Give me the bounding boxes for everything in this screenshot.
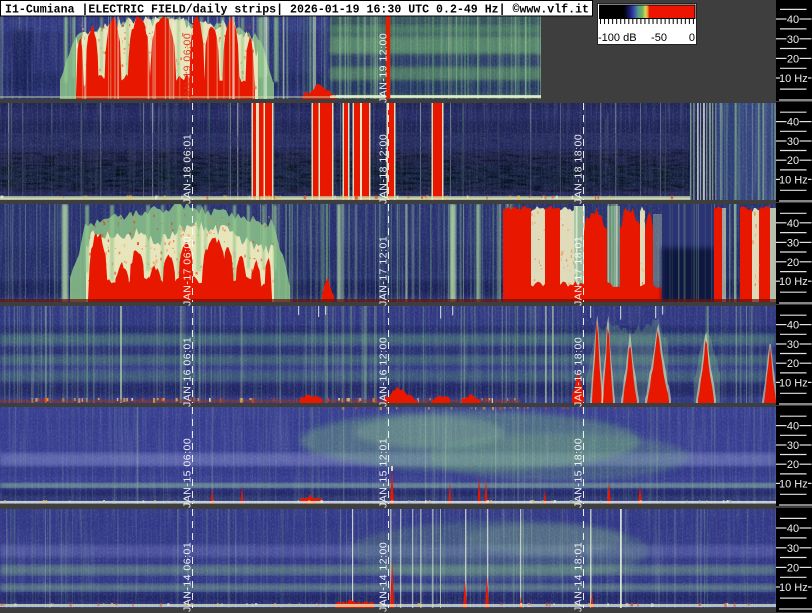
svg-text:JAN-16 06:01: JAN-16 06:01 <box>182 337 194 407</box>
svg-text:30: 30 <box>787 543 799 555</box>
svg-text:JAN-18 12:00: JAN-18 12:00 <box>378 134 390 204</box>
svg-text:30: 30 <box>787 136 799 148</box>
svg-text:JAN-17 18:01: JAN-17 18:01 <box>573 236 585 306</box>
svg-text:20: 20 <box>787 155 799 167</box>
svg-text:-50: -50 <box>651 32 667 44</box>
svg-text:40: 40 <box>787 218 799 230</box>
svg-text:JAN-16 18:00: JAN-16 18:00 <box>573 337 585 407</box>
svg-text:40: 40 <box>787 421 799 433</box>
svg-text:10 Hz: 10 Hz <box>779 73 808 85</box>
svg-text:30: 30 <box>787 440 799 452</box>
svg-text:20: 20 <box>787 53 799 65</box>
svg-text:JAN-18 18:00: JAN-18 18:00 <box>573 134 585 204</box>
svg-text:20: 20 <box>787 358 799 370</box>
svg-text:JAN-19 12:00: JAN-19 12:00 <box>378 33 390 103</box>
svg-text:20: 20 <box>787 562 799 574</box>
svg-text:JAN-16 12:00: JAN-16 12:00 <box>378 337 390 407</box>
svg-text:-100 dB: -100 dB <box>598 32 637 44</box>
svg-text:40: 40 <box>787 523 799 535</box>
svg-text:JAN-14 18:01: JAN-14 18:01 <box>573 542 585 612</box>
svg-text:10 Hz: 10 Hz <box>779 377 808 389</box>
svg-text:10 Hz: 10 Hz <box>779 582 808 594</box>
svg-text:JAN-17 12:01: JAN-17 12:01 <box>378 236 390 306</box>
svg-text:10 Hz: 10 Hz <box>779 276 808 288</box>
svg-text:JAN-15 06:00: JAN-15 06:00 <box>182 438 194 508</box>
svg-text:JAN-15 12:01: JAN-15 12:01 <box>378 438 390 508</box>
svg-text:30: 30 <box>787 34 799 46</box>
svg-text:0: 0 <box>689 32 695 44</box>
svg-text:30: 30 <box>787 339 799 351</box>
svg-text:JAN-14 06:01: JAN-14 06:01 <box>182 542 194 612</box>
svg-text:40: 40 <box>787 14 799 26</box>
svg-text:30: 30 <box>787 237 799 249</box>
svg-text:20: 20 <box>787 257 799 269</box>
svg-text:JAN-19 06:00: JAN-19 06:00 <box>182 33 194 103</box>
svg-text:10 Hz: 10 Hz <box>779 478 808 490</box>
svg-text:JAN-15 18:00: JAN-15 18:00 <box>573 438 585 508</box>
svg-text:10 Hz: 10 Hz <box>779 174 808 186</box>
svg-text:40: 40 <box>787 320 799 332</box>
svg-text:I1-Cumiana |ELECTRIC FIELD/dai: I1-Cumiana |ELECTRIC FIELD/daily strips|… <box>5 3 589 17</box>
svg-text:JAN-17 06:00: JAN-17 06:00 <box>182 236 194 306</box>
svg-text:JAN-14 12:00: JAN-14 12:00 <box>378 542 390 612</box>
svg-text:20: 20 <box>787 459 799 471</box>
svg-text:JAN-18 06:01: JAN-18 06:01 <box>182 134 194 204</box>
svg-text:40: 40 <box>787 117 799 129</box>
